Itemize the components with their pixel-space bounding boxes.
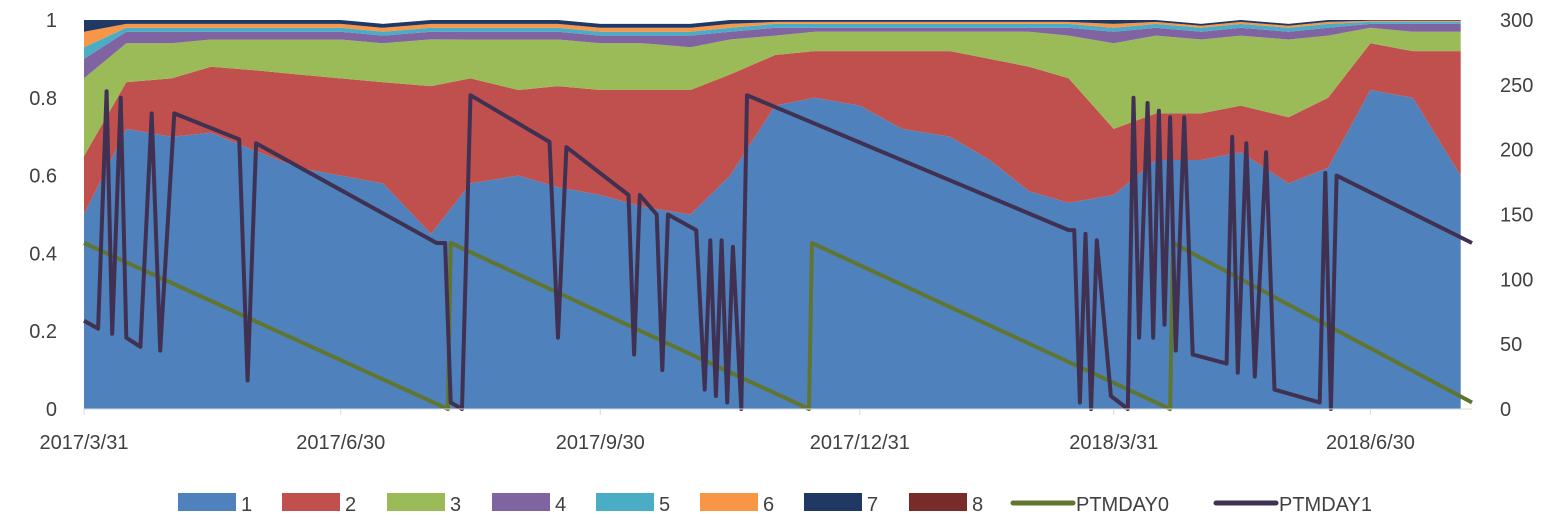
y-left-tick-label: 0 (46, 399, 57, 421)
x-tick-label: 2017/3/31 (40, 432, 129, 454)
area-series-4 (84, 23, 1461, 79)
legend-label: 3 (450, 494, 461, 516)
y-left-tick-label: 0.8 (29, 88, 57, 110)
legend-label: PTMDAY1 (1279, 494, 1372, 516)
legend-item-1[interactable]: 1 (178, 493, 252, 516)
x-tick-label: 2018/3/31 (1069, 432, 1158, 454)
y-right-tick-label: 150 (1500, 205, 1533, 227)
y-right-tick-label: 0 (1500, 399, 1511, 421)
area-series-2 (84, 43, 1461, 234)
y-left-tick-label: 0.4 (29, 243, 57, 265)
legend-layer: 1 2 3 4 5 6 7 8 PTMDAY0 PTMDAY1 (178, 493, 1372, 516)
axes-layer: 2017/3/31 2017/6/30 2017/9/30 2017/12/31 201… (29, 10, 1533, 454)
legend-label: PTMDAY0 (1076, 494, 1169, 516)
legend-item-8[interactable]: 8 (909, 493, 983, 516)
legend-item-ptmday0[interactable]: PTMDAY0 (1010, 494, 1169, 516)
x-tick-label: 2017/12/31 (810, 432, 910, 454)
x-tick-label: 2018/6/30 (1326, 432, 1415, 454)
legend-item-2[interactable]: 2 (282, 493, 356, 516)
legend-item-5[interactable]: 5 (596, 493, 670, 516)
y-right-tick-label: 300 (1500, 10, 1533, 32)
legend-label: 6 (763, 494, 774, 516)
legend-label: 5 (659, 494, 670, 516)
line-ptmday1 (83, 89, 1473, 411)
x-tick-label: 2017/6/30 (296, 432, 385, 454)
area-series-1 (84, 90, 1461, 409)
legend-swatch (492, 493, 550, 511)
legend-item-ptmday1[interactable]: PTMDAY1 (1213, 494, 1372, 516)
legend-item-3[interactable]: 3 (387, 493, 461, 516)
area-series-7 (84, 20, 1461, 32)
areas-layer (84, 20, 1461, 409)
y-right-tick-label: 100 (1500, 269, 1533, 291)
y-right-tick-label: 250 (1500, 75, 1533, 97)
legend-label: 8 (972, 494, 983, 516)
y-right-tick-label: 200 (1500, 140, 1533, 162)
area-series-6 (84, 20, 1461, 48)
y-left-tick-label: 1 (46, 10, 57, 32)
legend-swatch (700, 493, 758, 511)
y-left-tick-label: 0.6 (29, 166, 57, 188)
y-right-tick-label: 50 (1500, 334, 1522, 356)
lines-layer (83, 89, 1473, 411)
legend-swatch (804, 493, 862, 511)
legend-label: 1 (241, 494, 252, 516)
y-left-tick-label: 0.2 (29, 321, 57, 343)
legend-item-7[interactable]: 7 (804, 493, 878, 516)
legend-label: 7 (867, 494, 878, 516)
legend-label: 2 (345, 494, 356, 516)
legend-swatch (909, 493, 967, 511)
legend-label: 4 (555, 494, 566, 516)
legend-item-4[interactable]: 4 (492, 493, 566, 516)
legend-swatch (387, 493, 445, 511)
legend-swatch (282, 493, 340, 511)
x-tick-label: 2017/9/30 (556, 432, 645, 454)
area-series-3 (84, 27, 1461, 157)
legend-swatch (178, 493, 236, 511)
legend-swatch (596, 493, 654, 511)
legend-item-6[interactable]: 6 (700, 493, 774, 516)
area-series-5 (84, 21, 1461, 59)
